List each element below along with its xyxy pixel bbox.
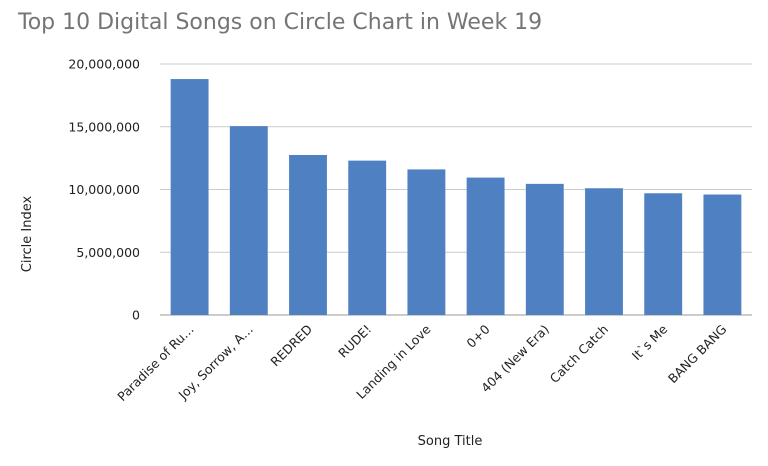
bar <box>229 126 268 315</box>
bar <box>348 160 387 315</box>
y-tick-label: 10,000,000 <box>68 182 140 197</box>
x-tick-label: RUDE! <box>335 322 374 361</box>
bar <box>525 183 564 315</box>
bar <box>407 169 446 315</box>
y-tick-label: 5,000,000 <box>76 245 140 260</box>
bar <box>170 79 209 315</box>
bar <box>466 177 505 315</box>
y-axis-ticks: 0 5,000,000 10,000,000 15,000,000 20,000,000 <box>68 57 140 323</box>
x-tick-label: REDRED <box>267 322 315 370</box>
bar <box>644 193 683 315</box>
x-axis-title: Song Title <box>418 434 483 449</box>
chart-title: Top 10 Digital Songs on Circle Chart in … <box>18 10 543 35</box>
bars <box>170 79 742 315</box>
x-axis-ticks: Paradise of Ru…Joy, Sorrow, A… REDRED RUDE… <box>114 321 729 404</box>
x-tick-label: BANG BANG <box>665 322 730 387</box>
bar <box>703 194 742 315</box>
x-tick-label: It`s Me <box>629 321 671 363</box>
y-tick-label: 20,000,000 <box>68 57 140 72</box>
x-tick-label: 0+0 <box>463 321 492 350</box>
bar <box>585 188 623 315</box>
bar <box>289 154 327 315</box>
x-tick-label: Catch Catch <box>547 322 611 386</box>
y-axis-title: Circle Index <box>20 195 35 272</box>
y-tick-label: 15,000,000 <box>68 119 140 134</box>
y-tick-label: 0 <box>132 308 140 323</box>
